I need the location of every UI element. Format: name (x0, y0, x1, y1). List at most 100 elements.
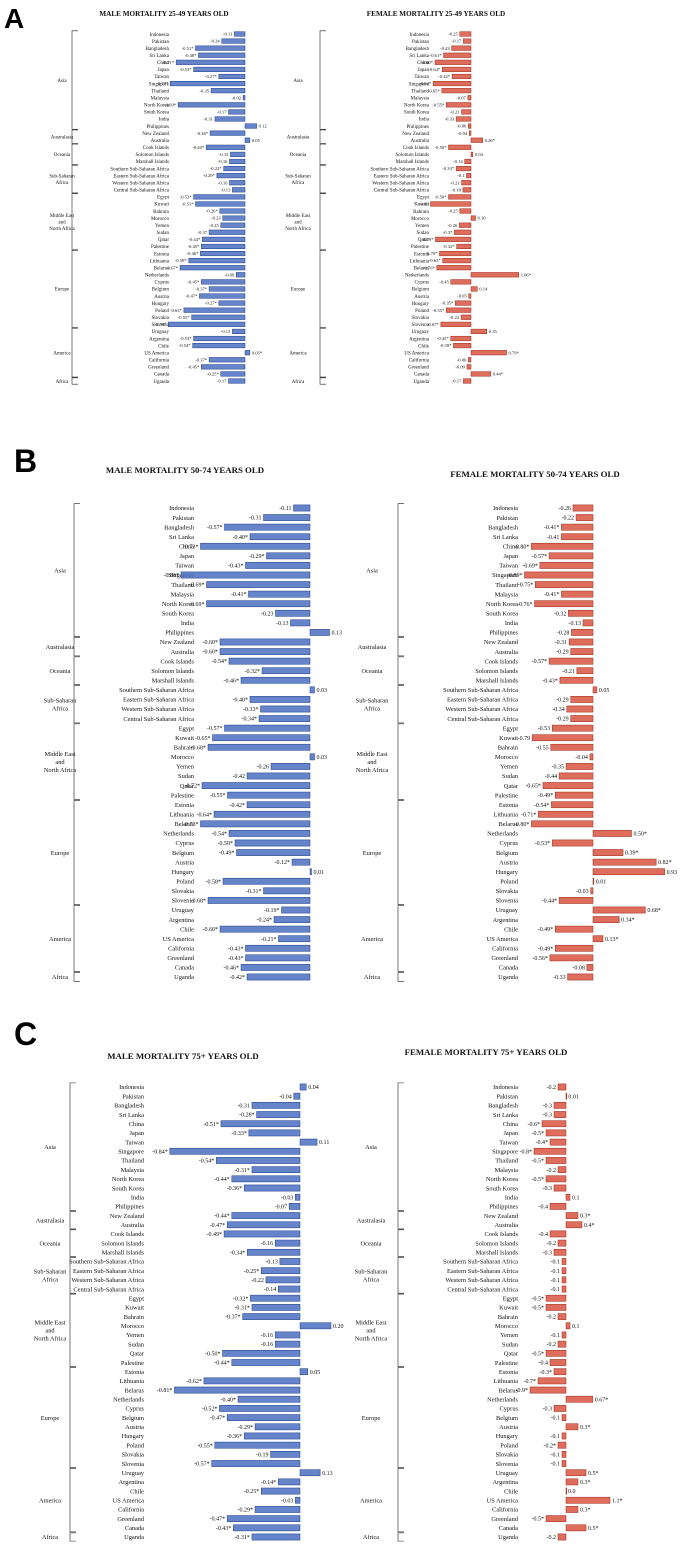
male-region-label: Middle East (50, 214, 75, 219)
female-bar (565, 763, 594, 770)
male-region-label: America (49, 936, 71, 943)
male-category-label: Bahrain (153, 210, 169, 215)
female-category-label: Austria (499, 859, 518, 866)
female-category-label: Argentina (409, 337, 430, 342)
female-value-label: -0.80* (421, 60, 434, 65)
female-bar (467, 95, 472, 101)
male-bar (195, 45, 246, 51)
male-category-label: Estonia (154, 252, 170, 257)
female-value-label: -0.33* (442, 166, 455, 171)
male-value-label: -0.16 (261, 1333, 274, 1339)
female-region-label: Middle East (286, 214, 311, 219)
female-category-label: Greenland (491, 955, 518, 962)
male-bar (193, 335, 246, 342)
male-bar (201, 364, 246, 370)
male-category-label: Japan (179, 553, 194, 560)
male-category-label: Western Sub-Saharan Africa (121, 706, 194, 713)
female-value-label: -0.53 (538, 726, 551, 732)
male-value-label: -0.68* (191, 899, 207, 905)
male-region-bracket (73, 503, 80, 638)
male-region-label: Africa (52, 974, 68, 981)
male-value-label: -0.12* (275, 860, 291, 866)
female-category-label: Chile (504, 1488, 518, 1495)
female-category-label: Slovakia (496, 1452, 519, 1459)
male-bar (228, 109, 246, 115)
female-value-label: 0.5* (588, 1526, 599, 1532)
male-region-bracket (71, 327, 78, 378)
female-category-label: Eastern Sub-Saharan Africa (447, 697, 518, 704)
female-bar (582, 619, 594, 627)
female-region-label: and (294, 220, 302, 225)
male-value-label: -0.31* (234, 1168, 250, 1174)
male-region-label: Australasia (36, 1217, 65, 1224)
male-value-label: -0.73* (183, 544, 199, 550)
female-value-label: 0.39* (625, 851, 639, 857)
female-value-label: -0.42* (438, 74, 451, 79)
male-bar (234, 839, 311, 847)
male-category-label: China (129, 1121, 144, 1128)
male-category-label: New Zealand (110, 1213, 145, 1220)
female-value-label: -0.3 (543, 1103, 553, 1109)
female-bar (575, 514, 594, 521)
male-value-label: -0.28* (239, 1113, 255, 1119)
female-category-label: California (492, 1507, 518, 1514)
male-bar (206, 600, 311, 608)
female-region-bracket (397, 905, 404, 973)
female-bar (461, 109, 472, 115)
male-value-label: -0.55* (178, 315, 191, 320)
female-category-label: Hungary (496, 1433, 519, 1440)
female-bar (592, 830, 632, 837)
male-value-label: -0.77* (156, 81, 169, 86)
female-region-label: Oceania (290, 153, 307, 158)
female-bar (470, 328, 487, 334)
female-value-label: -0.5* (532, 1306, 545, 1312)
male-category-label: Malaysia (171, 591, 195, 598)
male-category-label: Netherlands (113, 1396, 144, 1403)
female-bar (565, 1395, 594, 1403)
female-value-label: -0.57* (532, 554, 548, 560)
female-value-label: -0.34 (552, 707, 565, 713)
male-region-label: Asia (57, 79, 67, 84)
male-bar (219, 925, 311, 933)
female-value-label: -0.4 (539, 1204, 549, 1210)
female-bar (553, 1405, 567, 1412)
female-region-bracket (397, 800, 404, 906)
female-bar (557, 1340, 567, 1348)
female-bar (531, 820, 594, 828)
male-category-label: Poland (176, 879, 195, 886)
female-value-label: 0.34* (621, 918, 635, 924)
female-bar (451, 45, 472, 51)
male-value-label: -0.47* (210, 1223, 226, 1229)
female-bar (442, 258, 472, 264)
female-region-bracket (397, 1367, 404, 1468)
male-value-label: -0.23 (261, 611, 274, 617)
female-region-bracket (397, 972, 404, 982)
male-category-label: Canada (175, 965, 194, 972)
male-category-label: Bahrain (174, 745, 195, 752)
female-category-label: North Korea (486, 601, 518, 608)
female-category-label: Morocco (495, 754, 518, 761)
female-bar (542, 782, 594, 789)
female-category-label: Poland (500, 1442, 519, 1449)
male-category-label: Solomon Islands (101, 1240, 144, 1247)
male-bar (209, 130, 246, 136)
female-bar (432, 81, 472, 87)
female-value-label: -0.41* (544, 592, 560, 598)
female-value-label: 0.0 (568, 1489, 576, 1495)
male-bar (193, 66, 246, 72)
male-value-label: -0.42 (233, 774, 246, 780)
male-value-label: -0.72* (185, 784, 201, 790)
male-region-bracket (71, 143, 78, 165)
male-value-label: -0.40* (221, 1397, 237, 1403)
male-category-label: Australia (121, 1222, 145, 1229)
female-category-label: Bahrain (498, 745, 519, 752)
female-category-label: Kuwait (499, 735, 518, 742)
female-bar (561, 1460, 567, 1467)
female-value-label: 0.3* (580, 1214, 591, 1220)
female-bar (555, 925, 594, 933)
male-value-label: -0.46* (187, 251, 200, 256)
male-bar (288, 1203, 301, 1210)
male-bar (278, 935, 311, 943)
male-chart-title: MALE MORTALITY 25-49 YEARS OLD (99, 10, 228, 18)
male-category-label: Pakistan (122, 1093, 144, 1100)
